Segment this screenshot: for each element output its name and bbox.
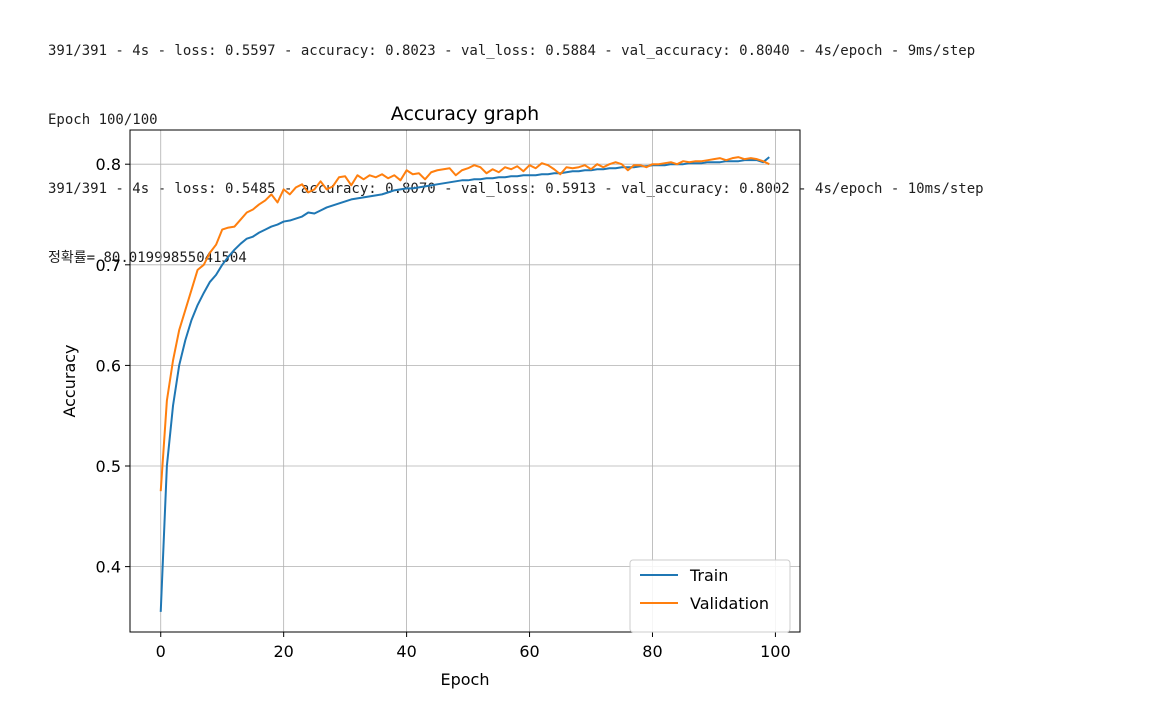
y-tick-label: 0.4 xyxy=(96,558,121,577)
x-tick-label: 100 xyxy=(760,642,791,661)
axes-frame xyxy=(129,129,801,633)
x-tick-label: 60 xyxy=(519,642,539,661)
y-tick-label: 0.8 xyxy=(96,155,121,174)
x-axis-label: Epoch xyxy=(441,670,490,689)
console-line: 정확률= 80.01999855041504 xyxy=(48,250,247,266)
console-line: Epoch 100/100 xyxy=(48,112,158,128)
console-line: 391/391 - 4s - loss: 0.5485 - accuracy: … xyxy=(48,181,984,197)
y-axis-label: Accuracy xyxy=(60,344,79,417)
y-tick-label: 0.6 xyxy=(96,356,121,375)
x-tick-label: 20 xyxy=(273,642,293,661)
chart-title: Accuracy graph xyxy=(391,103,539,125)
series-line-validation xyxy=(159,156,770,492)
legend-label-validation: Validation xyxy=(690,594,769,613)
x-tick-label: 40 xyxy=(396,642,416,661)
console-output: 391/391 - 4s - loss: 0.5597 - accuracy: … xyxy=(48,0,984,293)
console-line: 391/391 - 4s - loss: 0.5597 - accuracy: … xyxy=(48,43,976,59)
y-tick-label: 0.5 xyxy=(96,457,121,476)
legend-box xyxy=(629,559,791,633)
legend: Train Validation xyxy=(629,559,791,633)
x-tick-label: 0 xyxy=(156,642,166,661)
x-tick-label: 80 xyxy=(642,642,662,661)
y-tick-label: 0.7 xyxy=(96,256,121,275)
legend-label-train: Train xyxy=(689,566,728,585)
series-line-train xyxy=(159,156,770,612)
grid xyxy=(130,130,800,632)
series-lines xyxy=(159,156,770,612)
ticks: 0 20 40 60 80 100 0.4 0.5 0.6 0.7 0.8 xyxy=(96,155,791,661)
